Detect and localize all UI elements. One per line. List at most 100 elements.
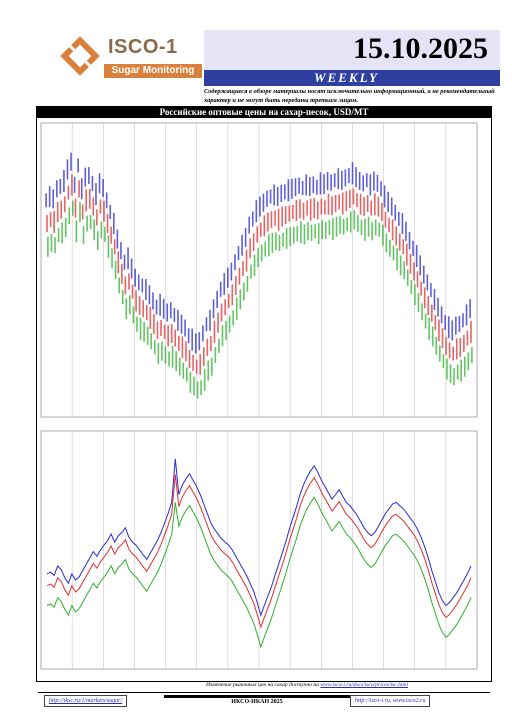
chart1-bar-mid — [406, 243, 408, 266]
chart1-bar-low — [79, 201, 81, 222]
chart1-bar-low — [303, 224, 306, 245]
chart1-bar-low — [389, 239, 391, 257]
chart1-bar-mid — [413, 262, 415, 281]
chart1-bar-high — [269, 189, 272, 204]
chart1-bar-mid — [352, 188, 355, 205]
chart1-bar-mid — [302, 202, 305, 220]
chart1-bar-high — [170, 302, 172, 319]
chart1-bar-high — [209, 309, 211, 331]
footnote-link-1[interactable]: www.isco-i.ru/ — [320, 682, 353, 688]
chart1-bar-high — [234, 254, 236, 271]
chart1-bar-mid — [299, 199, 301, 219]
chart2-line-low — [46, 496, 472, 649]
chart1-bar-low — [72, 200, 74, 216]
chart1-bar-low — [253, 254, 256, 276]
page-footer: http://iksc.ru/1/markets/sugar/ ИКСО-ИКА… — [38, 692, 490, 708]
footer-copyright: ИКСО-ИКАН 2025 — [164, 695, 350, 708]
chart1-bar-low — [289, 227, 291, 247]
chart1-bar-mid — [113, 239, 116, 255]
chart1-bar-high — [148, 285, 151, 305]
chart1-bar-high — [266, 190, 268, 207]
chart1-bar-mid — [381, 202, 383, 221]
chart1-bar-mid — [235, 275, 237, 295]
chart1-bar-mid — [135, 290, 137, 312]
chart1-bar-high — [319, 172, 322, 195]
chart1-bar-low — [107, 235, 110, 258]
chart1-bar-low — [353, 210, 356, 230]
chart2-line-mid — [46, 474, 472, 629]
chart1-bar-mid — [167, 325, 169, 347]
chart1-bar-mid — [249, 238, 251, 259]
date-banner: 15.10.2025 — [204, 30, 500, 70]
chart1-bar-low — [193, 376, 195, 396]
chart1-bar-mid — [88, 188, 91, 209]
footer-right-links[interactable]: http://isco-i.ru, www.isco2.ru — [350, 695, 431, 707]
chart1-bar-low — [278, 234, 281, 251]
chart1-bar-low — [186, 367, 188, 382]
chart1-bar-low — [68, 207, 71, 225]
chart1-bar-mid — [463, 335, 465, 352]
chart1-bar-high — [237, 245, 240, 260]
chart1-bar-mid — [292, 204, 294, 219]
chart1-bar-high — [323, 174, 325, 195]
chart1-bar-low — [96, 231, 99, 251]
chart1-bar-high — [273, 184, 275, 206]
chart1-bar-low — [207, 360, 210, 381]
chart1-bar-low — [139, 317, 142, 340]
chart1-bar-mid — [423, 287, 426, 309]
chart1-bar-high — [145, 278, 147, 300]
chart1-bar-mid — [455, 338, 458, 360]
chart1-bar-mid — [170, 323, 173, 343]
footnote-text: Изменение рыночных цен на сахар доступно… — [206, 682, 321, 688]
chart1-bar-mid — [160, 320, 162, 337]
chart1-bar-low — [371, 222, 373, 241]
chart1-bar-high — [137, 274, 140, 291]
chart1-bar-high — [166, 303, 169, 322]
chart1-bar-high — [48, 186, 51, 207]
chart1-bar-low — [82, 226, 85, 245]
chart1-bar-high — [262, 193, 265, 212]
footnote-link-2[interactable]: docs/isco/prices/isc.html — [352, 682, 408, 688]
chart1-bar-mid — [199, 353, 202, 375]
chart1-bar-low — [214, 347, 217, 364]
footer-left-link[interactable]: http://iksc.ru/1/markets/sugar/ — [44, 695, 128, 707]
chart1-bar-low — [406, 269, 409, 286]
chart1-bar-high — [426, 274, 429, 291]
chart1-bar-mid — [153, 314, 155, 335]
chart1-bar-low — [431, 326, 434, 347]
chart1-bar-mid — [49, 212, 52, 228]
chart1-bar-low — [210, 357, 213, 376]
chart1-bar-low — [357, 215, 359, 233]
chart1-bar-high — [301, 180, 304, 195]
chart1-bar-high — [45, 193, 47, 208]
chart1-bar-high — [348, 168, 350, 184]
chart1-bar-high — [355, 167, 357, 188]
chart1-bar-low — [332, 217, 334, 240]
chart1-bar-low — [471, 347, 473, 364]
chart1-bar-high — [251, 211, 254, 227]
chart1-bar-low — [175, 351, 177, 372]
chart1-bar-mid — [217, 312, 219, 333]
chart1-bar-mid — [402, 239, 405, 255]
disclaimer-text: Содержащиеся в обзоре материалы носят ис… — [204, 88, 495, 104]
chart1-bar-high — [130, 258, 133, 279]
chart1-bar-high — [394, 204, 397, 221]
chart1-bar-mid — [210, 336, 212, 351]
chart1-bar-low — [382, 224, 384, 246]
chart1-bar-high — [433, 288, 436, 310]
chart1-bar-mid — [85, 189, 87, 212]
chart1-bar-mid — [288, 205, 291, 222]
chart1-bar-mid — [131, 284, 134, 299]
chart1-bar-high — [59, 178, 62, 194]
chart1-bar-high — [380, 181, 382, 197]
chart1-bar-mid — [117, 251, 120, 274]
chart1-bar-mid — [338, 194, 340, 210]
chart1-bar-high — [70, 152, 72, 171]
chart1-bar-high — [77, 158, 79, 173]
chart1-bar-high — [398, 211, 400, 226]
chart1-bar-high — [291, 178, 293, 199]
chart1-bar-low — [89, 215, 92, 230]
chart1-bar-mid — [185, 341, 187, 362]
chart1-bar-low — [54, 237, 56, 254]
chart1-bar-high — [362, 175, 365, 192]
